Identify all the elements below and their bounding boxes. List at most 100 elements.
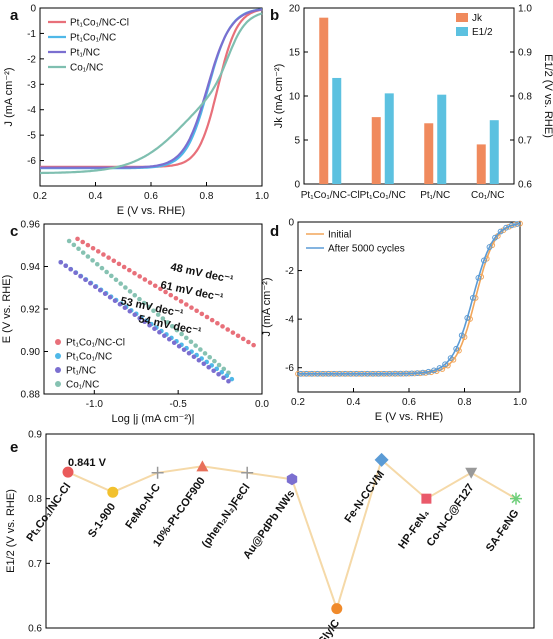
- data-point: [514, 221, 521, 227]
- data-point: [90, 258, 95, 263]
- data-point: [216, 362, 222, 368]
- data-point: [109, 273, 114, 279]
- data-point: [325, 370, 332, 377]
- data-point: [142, 277, 148, 282]
- legend-label: Initial: [328, 230, 351, 241]
- data-point: [137, 315, 142, 321]
- data-point: [510, 492, 522, 505]
- y-right-tick-label: 0.8: [518, 92, 532, 103]
- data-point: [62, 466, 74, 478]
- y-tick-label: 0: [30, 4, 36, 15]
- y-tick-label: 0.90: [21, 347, 41, 358]
- x-tick-label: 0.6: [402, 397, 416, 408]
- data-point: [403, 370, 410, 377]
- x-tick-label: 0.6: [144, 191, 158, 202]
- x-tick-label: -0.5: [170, 399, 188, 410]
- y-tick-label: 0: [288, 218, 294, 229]
- legend-label: Co₁/NC: [66, 380, 99, 391]
- data-point: [158, 286, 163, 292]
- data-point: [111, 258, 117, 264]
- data-point: [453, 345, 460, 352]
- data-point: [331, 370, 337, 377]
- data-point: [94, 261, 100, 267]
- panel-e: e 0.6 0.7 0.8 0.9 E1/2 (V vs. RHE) Pt₁Co₁/NC-C…: [5, 430, 535, 639]
- data-point: [90, 245, 96, 251]
- y-tick-label: -6: [27, 156, 36, 167]
- y-tick-label: 10: [289, 92, 301, 103]
- legend-swatch: [456, 27, 468, 36]
- y-axis-label: Jk (mA cm⁻²): [273, 64, 285, 128]
- data-point: [196, 460, 209, 472]
- data-point: [142, 319, 147, 325]
- data-point: [73, 270, 78, 276]
- data-point: [181, 347, 187, 353]
- data-point: [155, 312, 161, 317]
- data-point: [364, 370, 371, 377]
- y-tick-label: 0.9: [28, 430, 42, 441]
- data-point: [121, 264, 127, 270]
- legend-marker: [55, 367, 61, 373]
- y-axis-label: J (mA cm⁻²): [3, 68, 15, 127]
- data-point: [374, 452, 389, 467]
- x-tick-label: 0.0: [255, 399, 269, 410]
- data-point: [132, 270, 137, 276]
- data-point: [101, 252, 106, 257]
- panel-letter-b: b: [270, 7, 279, 24]
- legend-label: Pt₁Co₁/NC-Cl: [70, 18, 129, 29]
- y-tick-label: 0.92: [21, 305, 41, 316]
- data-point: [431, 367, 437, 374]
- y-tick-label: -1: [27, 29, 36, 40]
- bar-jk: [424, 123, 434, 184]
- panel-letter-c: c: [10, 223, 18, 240]
- data-point: [176, 343, 182, 349]
- x-tick-label: 0.4: [347, 397, 361, 408]
- data-point: [206, 364, 212, 370]
- data-point: [202, 351, 208, 356]
- data-point: [78, 273, 83, 279]
- legend-label: Pt₁/NC: [66, 366, 96, 377]
- y-tick-label: 0.7: [28, 559, 42, 570]
- data-point: [221, 366, 227, 372]
- point-label: S-1-900: [86, 501, 118, 540]
- data-point: [162, 333, 167, 339]
- data-point: [209, 317, 215, 323]
- data-point: [152, 283, 158, 289]
- data-point: [314, 370, 321, 377]
- data-point: [475, 274, 482, 281]
- data-point: [99, 265, 105, 271]
- data-point: [347, 370, 354, 377]
- point-label: Co-N-C@F127: [425, 482, 477, 549]
- bar-e-half: [489, 120, 499, 184]
- data-point: [444, 362, 451, 369]
- data-point: [358, 370, 365, 377]
- data-point: [465, 467, 478, 479]
- x-category-label: Pt₁Co₁/NC-Cl: [301, 190, 360, 201]
- data-point: [392, 370, 399, 377]
- slope-annotation: 61 mV dec⁻¹: [159, 279, 224, 304]
- panel-letter-a: a: [10, 7, 19, 24]
- data-point: [188, 339, 194, 345]
- data-point: [226, 378, 231, 384]
- y-right-tick-label: 0.6: [518, 180, 532, 191]
- y-tick-label: 0.96: [21, 220, 41, 231]
- x-category-label: Pt₁/NC: [420, 190, 450, 201]
- data-point: [116, 261, 122, 267]
- data-point: [408, 370, 415, 377]
- data-point: [246, 339, 251, 345]
- data-point: [397, 370, 404, 377]
- data-point: [169, 323, 175, 329]
- data-point: [80, 250, 86, 255]
- plot-frame: [45, 433, 535, 629]
- y-tick-label: 20: [289, 4, 301, 15]
- data-point: [220, 324, 225, 329]
- data-point: [92, 284, 98, 290]
- y-tick-label: 0.94: [21, 262, 41, 273]
- y-tick-label: 15: [289, 48, 301, 59]
- data-point: [492, 234, 498, 241]
- data-point: [137, 296, 142, 302]
- point-label: FeMo-N-C: [123, 482, 163, 531]
- legend-marker: [55, 339, 61, 345]
- data-point: [123, 285, 128, 290]
- bar-e-half: [384, 93, 394, 184]
